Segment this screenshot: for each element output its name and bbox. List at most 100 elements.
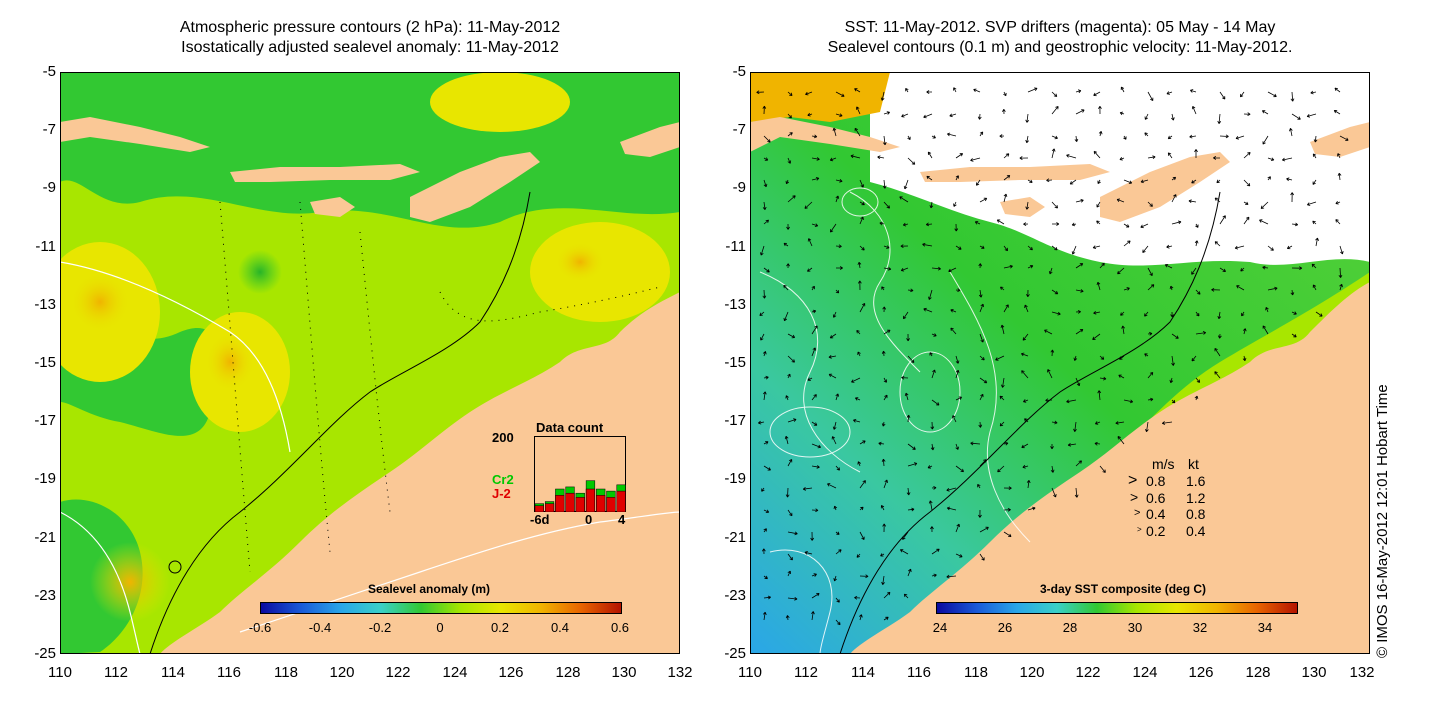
velocity-arrow	[856, 106, 861, 115]
velocity-arrow	[1120, 86, 1125, 93]
velocity-arrow	[1096, 281, 1101, 291]
left-colorbar-tick: -0.2	[368, 620, 392, 635]
velocity-arrow	[1219, 215, 1226, 225]
velocity-arrow	[931, 369, 936, 379]
velocity-arrow	[1051, 135, 1058, 140]
velocity-arrow	[946, 506, 957, 511]
velocity-arrow	[1171, 194, 1177, 203]
velocity-arrow	[835, 597, 840, 603]
right-x-tick: 132	[1349, 664, 1375, 681]
velocity-arrow	[1243, 216, 1250, 225]
velocity-arrow	[955, 369, 960, 379]
left-x-tick: 110	[48, 664, 72, 681]
velocity-arrow	[802, 486, 813, 491]
velocity-arrow	[1235, 135, 1245, 140]
velocity-arrow	[900, 267, 909, 272]
velocity-arrow	[1236, 285, 1245, 291]
velocity-arrow	[1025, 113, 1030, 123]
velocity-arrow	[1240, 91, 1245, 98]
velocity-arrow	[1167, 152, 1173, 159]
velocity-arrow	[807, 267, 813, 272]
velocity-arrow	[761, 548, 766, 555]
left-x-tick: 114	[161, 664, 185, 681]
velocity-arrow	[1339, 245, 1344, 255]
right-colorbar-tick: 28	[1062, 620, 1078, 635]
velocity-arrow	[1025, 135, 1029, 144]
velocity-arrow	[999, 421, 1005, 427]
velocity-arrow	[931, 333, 937, 337]
velocity-arrow	[979, 303, 984, 313]
velocity-arrow	[762, 289, 767, 299]
velocity-arrow	[907, 288, 914, 293]
velocity-arrow	[1147, 284, 1155, 291]
velocity-arrow	[1025, 201, 1030, 210]
velocity-arrow	[1075, 377, 1081, 387]
velocity-arrow	[1291, 333, 1297, 338]
velocity-arrow	[970, 441, 981, 446]
velocity-arrow	[859, 614, 863, 621]
velocity-arrow	[1147, 397, 1154, 402]
velocity-arrow	[1219, 91, 1226, 100]
left-x-tick: 128	[555, 664, 581, 681]
left-y-tick: -17	[34, 412, 56, 429]
velocity-legend-ms: 0.2	[1146, 523, 1166, 539]
velocity-arrow	[835, 113, 843, 117]
velocity-arrow	[997, 465, 1005, 473]
velocity-arrow	[1123, 179, 1133, 184]
velocity-arrow	[1147, 91, 1154, 102]
right-x-tick: 126	[1188, 664, 1214, 681]
velocity-arrow	[763, 267, 770, 273]
velocity-arrow	[1147, 201, 1153, 207]
inset-bar-j2	[616, 490, 626, 512]
velocity-arrow	[1291, 311, 1297, 315]
velocity-arrow	[1092, 245, 1101, 249]
velocity-arrow	[999, 395, 1005, 401]
velocity-arrow	[1024, 304, 1029, 313]
velocity-arrow	[907, 568, 912, 577]
velocity-arrow	[931, 573, 937, 578]
velocity-arrow	[1335, 219, 1341, 225]
velocity-arrow	[759, 311, 765, 316]
velocity-arrow	[1094, 441, 1101, 446]
velocity-arrow	[859, 245, 865, 251]
velocity-arrow	[979, 553, 985, 561]
velocity-legend-header-kt: kt	[1188, 456, 1199, 472]
velocity-arrow	[1267, 245, 1274, 251]
right-x-tick: 118	[964, 664, 988, 681]
velocity-arrow	[1312, 284, 1317, 291]
velocity-arrow	[1338, 267, 1343, 278]
velocity-arrow	[1119, 157, 1125, 161]
velocity-arrow	[853, 418, 861, 423]
velocity-arrow	[1334, 87, 1341, 93]
velocity-arrow	[1044, 329, 1053, 335]
velocity-arrow	[1003, 304, 1009, 313]
velocity-arrow	[1259, 219, 1269, 225]
left-colorbar-tick: 0.4	[550, 620, 570, 635]
velocity-arrow	[1339, 135, 1349, 141]
velocity-legend-arrow-icon: >	[1137, 525, 1142, 534]
velocity-arrow	[1312, 179, 1317, 185]
inset-bar-j2	[534, 505, 544, 512]
velocity-arrow	[1097, 179, 1101, 184]
velocity-legend-arrow-icon: >	[1128, 472, 1138, 489]
inset-bar-j2	[585, 488, 596, 512]
velocity-arrow	[929, 201, 934, 209]
velocity-arrow	[762, 391, 767, 401]
velocity-arrow	[950, 309, 957, 313]
velocity-arrow	[854, 127, 861, 137]
velocity-arrow	[1051, 91, 1058, 97]
velocity-arrow	[1052, 222, 1060, 226]
velocity-arrow	[977, 483, 981, 489]
right-y-tick: -15	[724, 354, 746, 371]
velocity-arrow	[1026, 480, 1031, 489]
velocity-arrow	[907, 157, 916, 165]
velocity-arrow	[883, 111, 890, 115]
velocity-arrow	[785, 395, 789, 401]
velocity-arrow	[1191, 267, 1197, 275]
velocity-arrow	[1075, 329, 1084, 335]
velocity-arrow	[1262, 265, 1269, 270]
velocity-arrow	[931, 548, 940, 555]
velocity-arrow	[811, 347, 817, 357]
velocity-arrow	[811, 309, 817, 314]
velocity-arrow	[899, 549, 909, 555]
